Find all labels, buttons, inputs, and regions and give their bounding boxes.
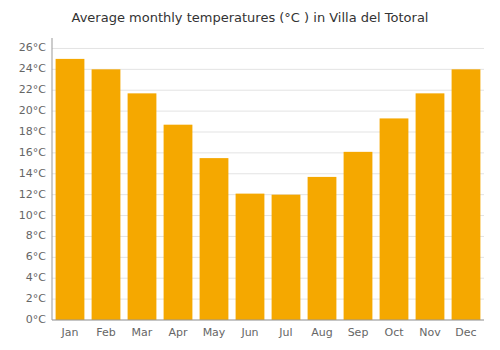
y-tick-label: 8°C [26, 229, 46, 242]
bar [92, 69, 121, 320]
bar [452, 69, 481, 320]
x-axis-line [52, 320, 484, 321]
y-tick-label: 14°C [19, 167, 46, 180]
x-tick-label: Jul [278, 326, 292, 339]
y-tick-label: 4°C [26, 271, 46, 284]
y-axis-line [52, 38, 53, 320]
bar [128, 93, 157, 320]
y-grid [52, 48, 484, 320]
x-tick-label: Jan [61, 326, 79, 339]
x-tick-label: Mar [132, 326, 153, 339]
bar [344, 152, 373, 320]
bars [56, 59, 481, 320]
y-tick-label: 26°C [19, 41, 46, 54]
x-tick-label: Apr [168, 326, 188, 339]
x-tick-label: Nov [419, 326, 441, 339]
x-tick-label: Oct [384, 326, 404, 339]
y-tick-label: 24°C [19, 62, 46, 75]
bar [380, 118, 409, 320]
x-tick-labels: Jan Feb Mar Apr May Jun Jul Aug Sep Oct Nov Dec [61, 326, 477, 339]
bar [416, 93, 445, 320]
y-tick-label: 6°C [26, 250, 46, 263]
x-tick-label: Jun [240, 326, 258, 339]
y-tick-label: 10°C [19, 209, 46, 222]
grid-line [52, 320, 484, 321]
bar [200, 158, 229, 320]
bar [56, 59, 85, 320]
x-tick-label: May [203, 326, 226, 339]
x-tick-label: Feb [96, 326, 115, 339]
y-tick-label: 12°C [19, 188, 46, 201]
bar [272, 195, 301, 320]
bar [308, 177, 337, 320]
bar [164, 125, 193, 320]
y-tick-label: 18°C [19, 125, 46, 138]
y-tick-label: 20°C [19, 104, 46, 117]
x-tick-label: Sep [348, 326, 369, 339]
y-tick-label: 22°C [19, 83, 46, 96]
bar [236, 194, 265, 320]
y-tick-label: 2°C [26, 292, 46, 305]
y-tick-labels: 0°C 2°C 4°C 6°C 8°C 10°C 12°C 14°C 16°C 18°C 20°C 2… [19, 41, 46, 326]
x-tick-label: Aug [311, 326, 332, 339]
y-tick-label: 0°C [26, 313, 46, 326]
chart: 0°C 2°C 4°C 6°C 8°C 10°C 12°C 14°C 16°C 18°C 20°C 2… [0, 0, 500, 350]
grid-line [52, 48, 484, 49]
title: Average monthly temperatures (°C ) in Vi… [72, 10, 429, 25]
y-tick-label: 16°C [19, 146, 46, 159]
x-tick-label: Dec [455, 326, 476, 339]
